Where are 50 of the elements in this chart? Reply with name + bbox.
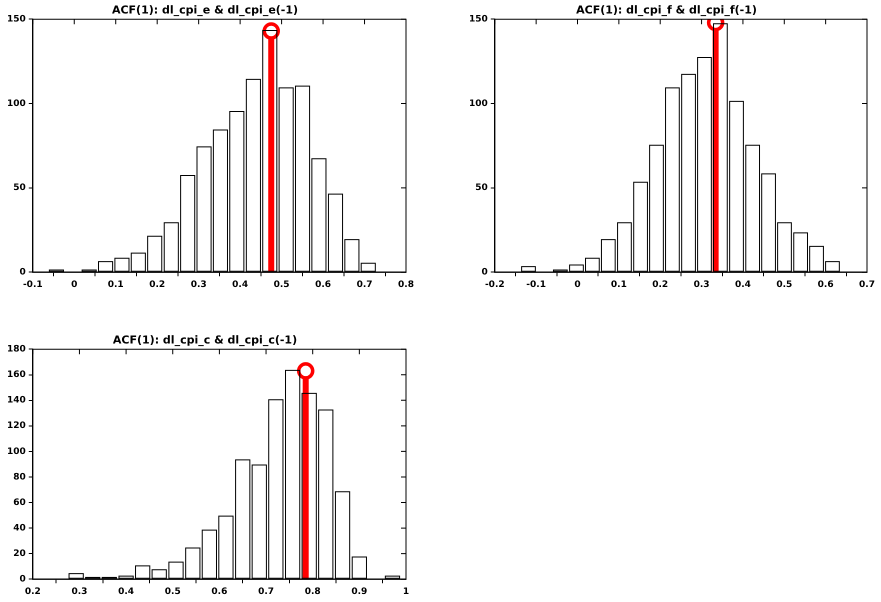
x-tick-label: 0.6 xyxy=(211,586,228,597)
x-tick-label: 0.7 xyxy=(356,280,373,290)
y-tick-label: 150 xyxy=(468,14,488,25)
x-tick-label: -0.1 xyxy=(526,280,546,290)
x-tick-label: 0.5 xyxy=(274,280,290,290)
y-tick-label: 100 xyxy=(6,98,26,109)
x-tick-label: 0.2 xyxy=(24,586,41,597)
y-tick-label: 120 xyxy=(6,421,26,432)
x-tick-label: 0.9 xyxy=(351,586,368,597)
x-tick-label: 0.7 xyxy=(859,280,875,290)
x-tick-label: 0.3 xyxy=(71,586,88,597)
chart-title: ACF(1): dl_cpi_e & dl_cpi_e(-1) xyxy=(112,3,298,16)
x-tick-label: 0.1 xyxy=(108,280,124,290)
x-tick-label: 1 xyxy=(402,586,410,597)
x-tick-label: 0.2 xyxy=(652,280,668,290)
x-tick-label: 0 xyxy=(574,280,581,290)
x-tick-label: 0.8 xyxy=(398,280,414,290)
x-tick-label: 0 xyxy=(71,280,78,290)
x-tick-label: 0.6 xyxy=(818,280,834,290)
x-tick-label: 0.4 xyxy=(118,586,134,597)
y-tick-label: 20 xyxy=(13,548,26,559)
y-tick-label: 40 xyxy=(13,523,26,534)
x-tick-label: 0.5 xyxy=(776,280,792,290)
x-tick-label: 0.7 xyxy=(258,586,274,597)
y-tick-label: 180 xyxy=(6,344,26,355)
x-tick-label: 0.6 xyxy=(315,280,332,290)
y-tick-label: 50 xyxy=(475,183,488,194)
x-tick-label: 0.5 xyxy=(164,586,181,597)
x-tick-label: 0.4 xyxy=(734,280,751,290)
x-tick-label: 0.4 xyxy=(232,280,248,290)
y-tick-label: 0 xyxy=(20,268,26,278)
x-tick-label: 0.2 xyxy=(149,280,166,290)
x-tick-label: 0.8 xyxy=(304,586,321,597)
chart-title: ACF(1): dl_cpi_c & dl_cpi_c(-1) xyxy=(112,333,298,346)
y-tick-label: 50 xyxy=(13,183,26,194)
y-tick-label: 60 xyxy=(13,498,26,508)
x-tick-label: 0.3 xyxy=(190,280,207,290)
y-tick-label: 100 xyxy=(468,98,488,109)
chart-title: ACF(1): dl_cpi_f & dl_cpi_f(-1) xyxy=(576,3,757,16)
y-tick-label: 150 xyxy=(6,14,26,25)
x-tick-label: 0.3 xyxy=(694,280,710,290)
x-tick-label: 0.1 xyxy=(610,280,627,290)
y-tick-label: 0 xyxy=(20,574,26,585)
y-tick-label: 160 xyxy=(6,370,26,380)
y-tick-label: 0 xyxy=(482,268,488,278)
y-tick-label: 140 xyxy=(6,396,26,406)
x-tick-label: -0.1 xyxy=(22,280,43,290)
x-tick-label: -0.2 xyxy=(484,280,505,290)
y-tick-label: 80 xyxy=(13,472,26,482)
y-tick-label: 100 xyxy=(6,446,26,457)
